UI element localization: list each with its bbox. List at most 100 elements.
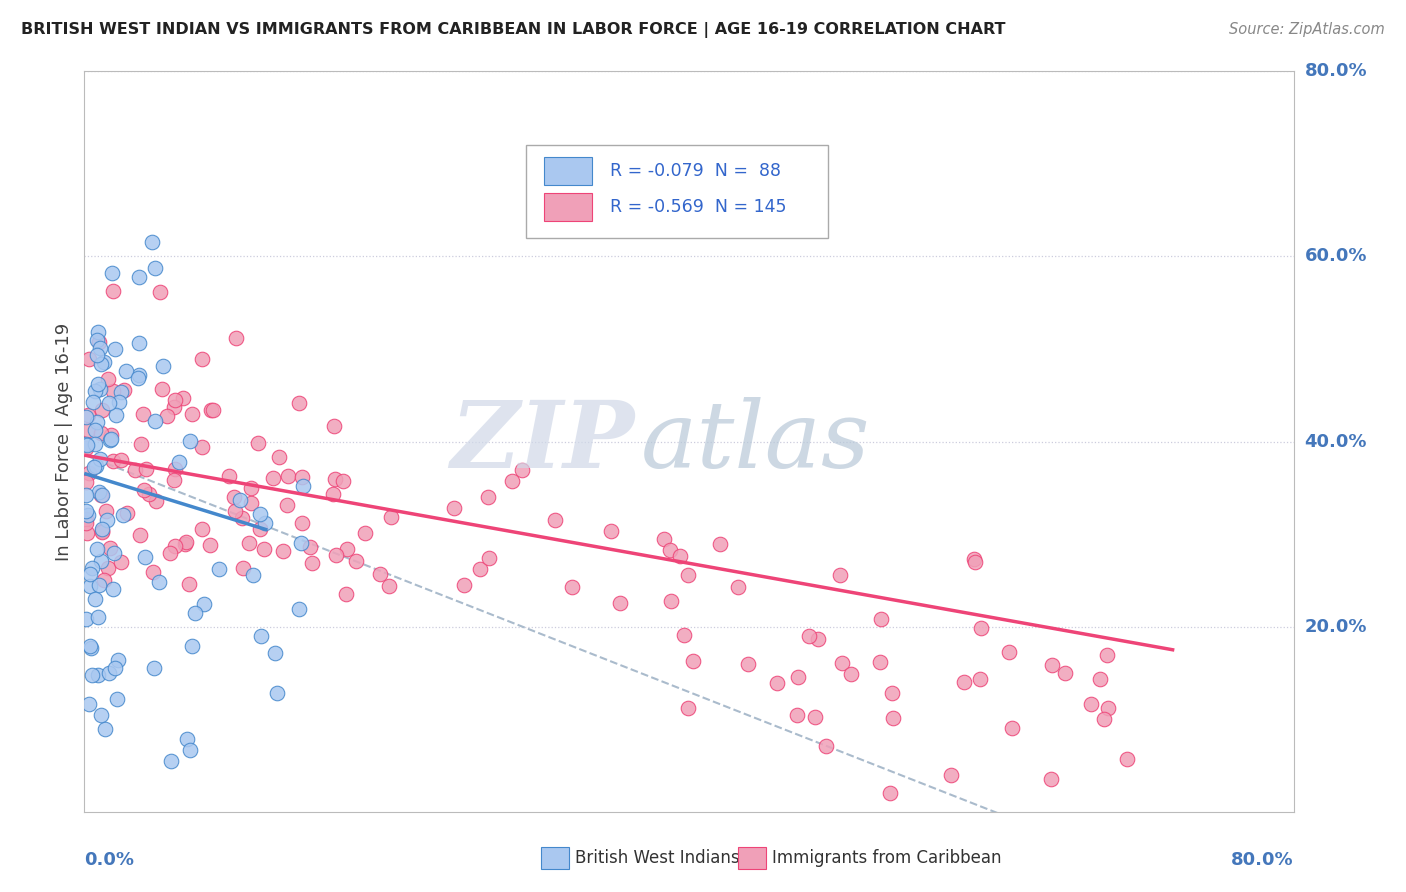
Point — [179, 577, 201, 591]
Point — [510, 462, 533, 476]
Point — [246, 436, 269, 450]
Point — [86, 415, 108, 429]
Point — [737, 657, 759, 671]
Point — [103, 384, 125, 399]
Point — [93, 355, 115, 369]
Point — [110, 555, 132, 569]
Point — [75, 488, 97, 502]
Point — [89, 341, 111, 355]
Point — [128, 335, 150, 350]
Point — [370, 566, 392, 581]
Point — [75, 504, 97, 518]
Point — [879, 786, 901, 800]
Point — [939, 768, 962, 782]
Point — [134, 483, 156, 498]
Point — [96, 513, 118, 527]
Point — [839, 666, 862, 681]
Text: R = -0.569  N = 145: R = -0.569 N = 145 — [610, 198, 787, 216]
Point — [231, 511, 253, 525]
Point — [75, 511, 97, 525]
Point — [253, 541, 276, 556]
Point — [198, 538, 221, 552]
Point — [1092, 712, 1115, 726]
Point — [291, 470, 314, 484]
Point — [83, 460, 105, 475]
Point — [332, 474, 354, 488]
Point — [98, 541, 121, 555]
Text: 20.0%: 20.0% — [1305, 617, 1367, 636]
Point — [100, 427, 122, 442]
Text: British West Indians: British West Indians — [575, 849, 740, 867]
Point — [75, 516, 97, 530]
Point — [90, 522, 112, 536]
Point — [200, 403, 222, 417]
Point — [287, 396, 309, 410]
Point — [250, 629, 273, 643]
Point — [180, 407, 202, 421]
Point — [468, 562, 491, 576]
Point — [191, 440, 214, 454]
Point — [87, 578, 110, 592]
Point — [142, 660, 165, 674]
Point — [89, 335, 111, 350]
Point — [112, 383, 135, 397]
Point — [94, 504, 117, 518]
Point — [165, 462, 187, 476]
Point — [344, 554, 367, 568]
Point — [1040, 658, 1063, 673]
Point — [291, 516, 314, 531]
Point — [1001, 721, 1024, 735]
Point — [90, 554, 112, 568]
Point — [380, 510, 402, 524]
Point — [128, 368, 150, 382]
Point — [1115, 752, 1137, 766]
Point — [869, 656, 891, 670]
Point — [766, 676, 789, 690]
Text: 40.0%: 40.0% — [1305, 433, 1367, 450]
Point — [165, 392, 187, 407]
Point — [239, 496, 262, 510]
Point — [145, 493, 167, 508]
Point — [797, 629, 820, 643]
Point — [163, 473, 186, 487]
Point — [76, 525, 98, 540]
Point — [807, 632, 830, 647]
Point — [87, 325, 110, 339]
Point — [218, 468, 240, 483]
Point — [79, 579, 101, 593]
Point — [75, 410, 97, 425]
Y-axis label: In Labor Force | Age 16-19: In Labor Force | Age 16-19 — [55, 322, 73, 561]
Point — [191, 523, 214, 537]
Point — [179, 434, 201, 448]
Point — [831, 656, 853, 670]
Point — [101, 454, 124, 468]
Point — [90, 708, 112, 723]
Point — [87, 609, 110, 624]
Point — [75, 436, 97, 450]
Point — [75, 612, 97, 626]
Point — [159, 546, 181, 560]
Point — [669, 549, 692, 563]
Point — [172, 391, 194, 405]
Point — [83, 423, 105, 437]
Point — [1080, 697, 1102, 711]
Point — [254, 516, 277, 530]
Point — [101, 266, 124, 280]
Point — [97, 561, 120, 575]
Point — [1039, 772, 1062, 786]
Point — [659, 594, 682, 608]
Point — [238, 535, 260, 549]
Point — [142, 565, 165, 579]
Point — [323, 472, 346, 486]
Point — [478, 551, 501, 566]
Point — [262, 471, 284, 485]
Point — [1097, 700, 1119, 714]
Point — [998, 645, 1021, 659]
Point — [91, 488, 114, 502]
Point — [135, 461, 157, 475]
Point — [477, 490, 499, 504]
Point — [353, 525, 375, 540]
Point — [152, 359, 174, 374]
Text: R = -0.079  N =  88: R = -0.079 N = 88 — [610, 162, 782, 180]
Point — [94, 722, 117, 736]
